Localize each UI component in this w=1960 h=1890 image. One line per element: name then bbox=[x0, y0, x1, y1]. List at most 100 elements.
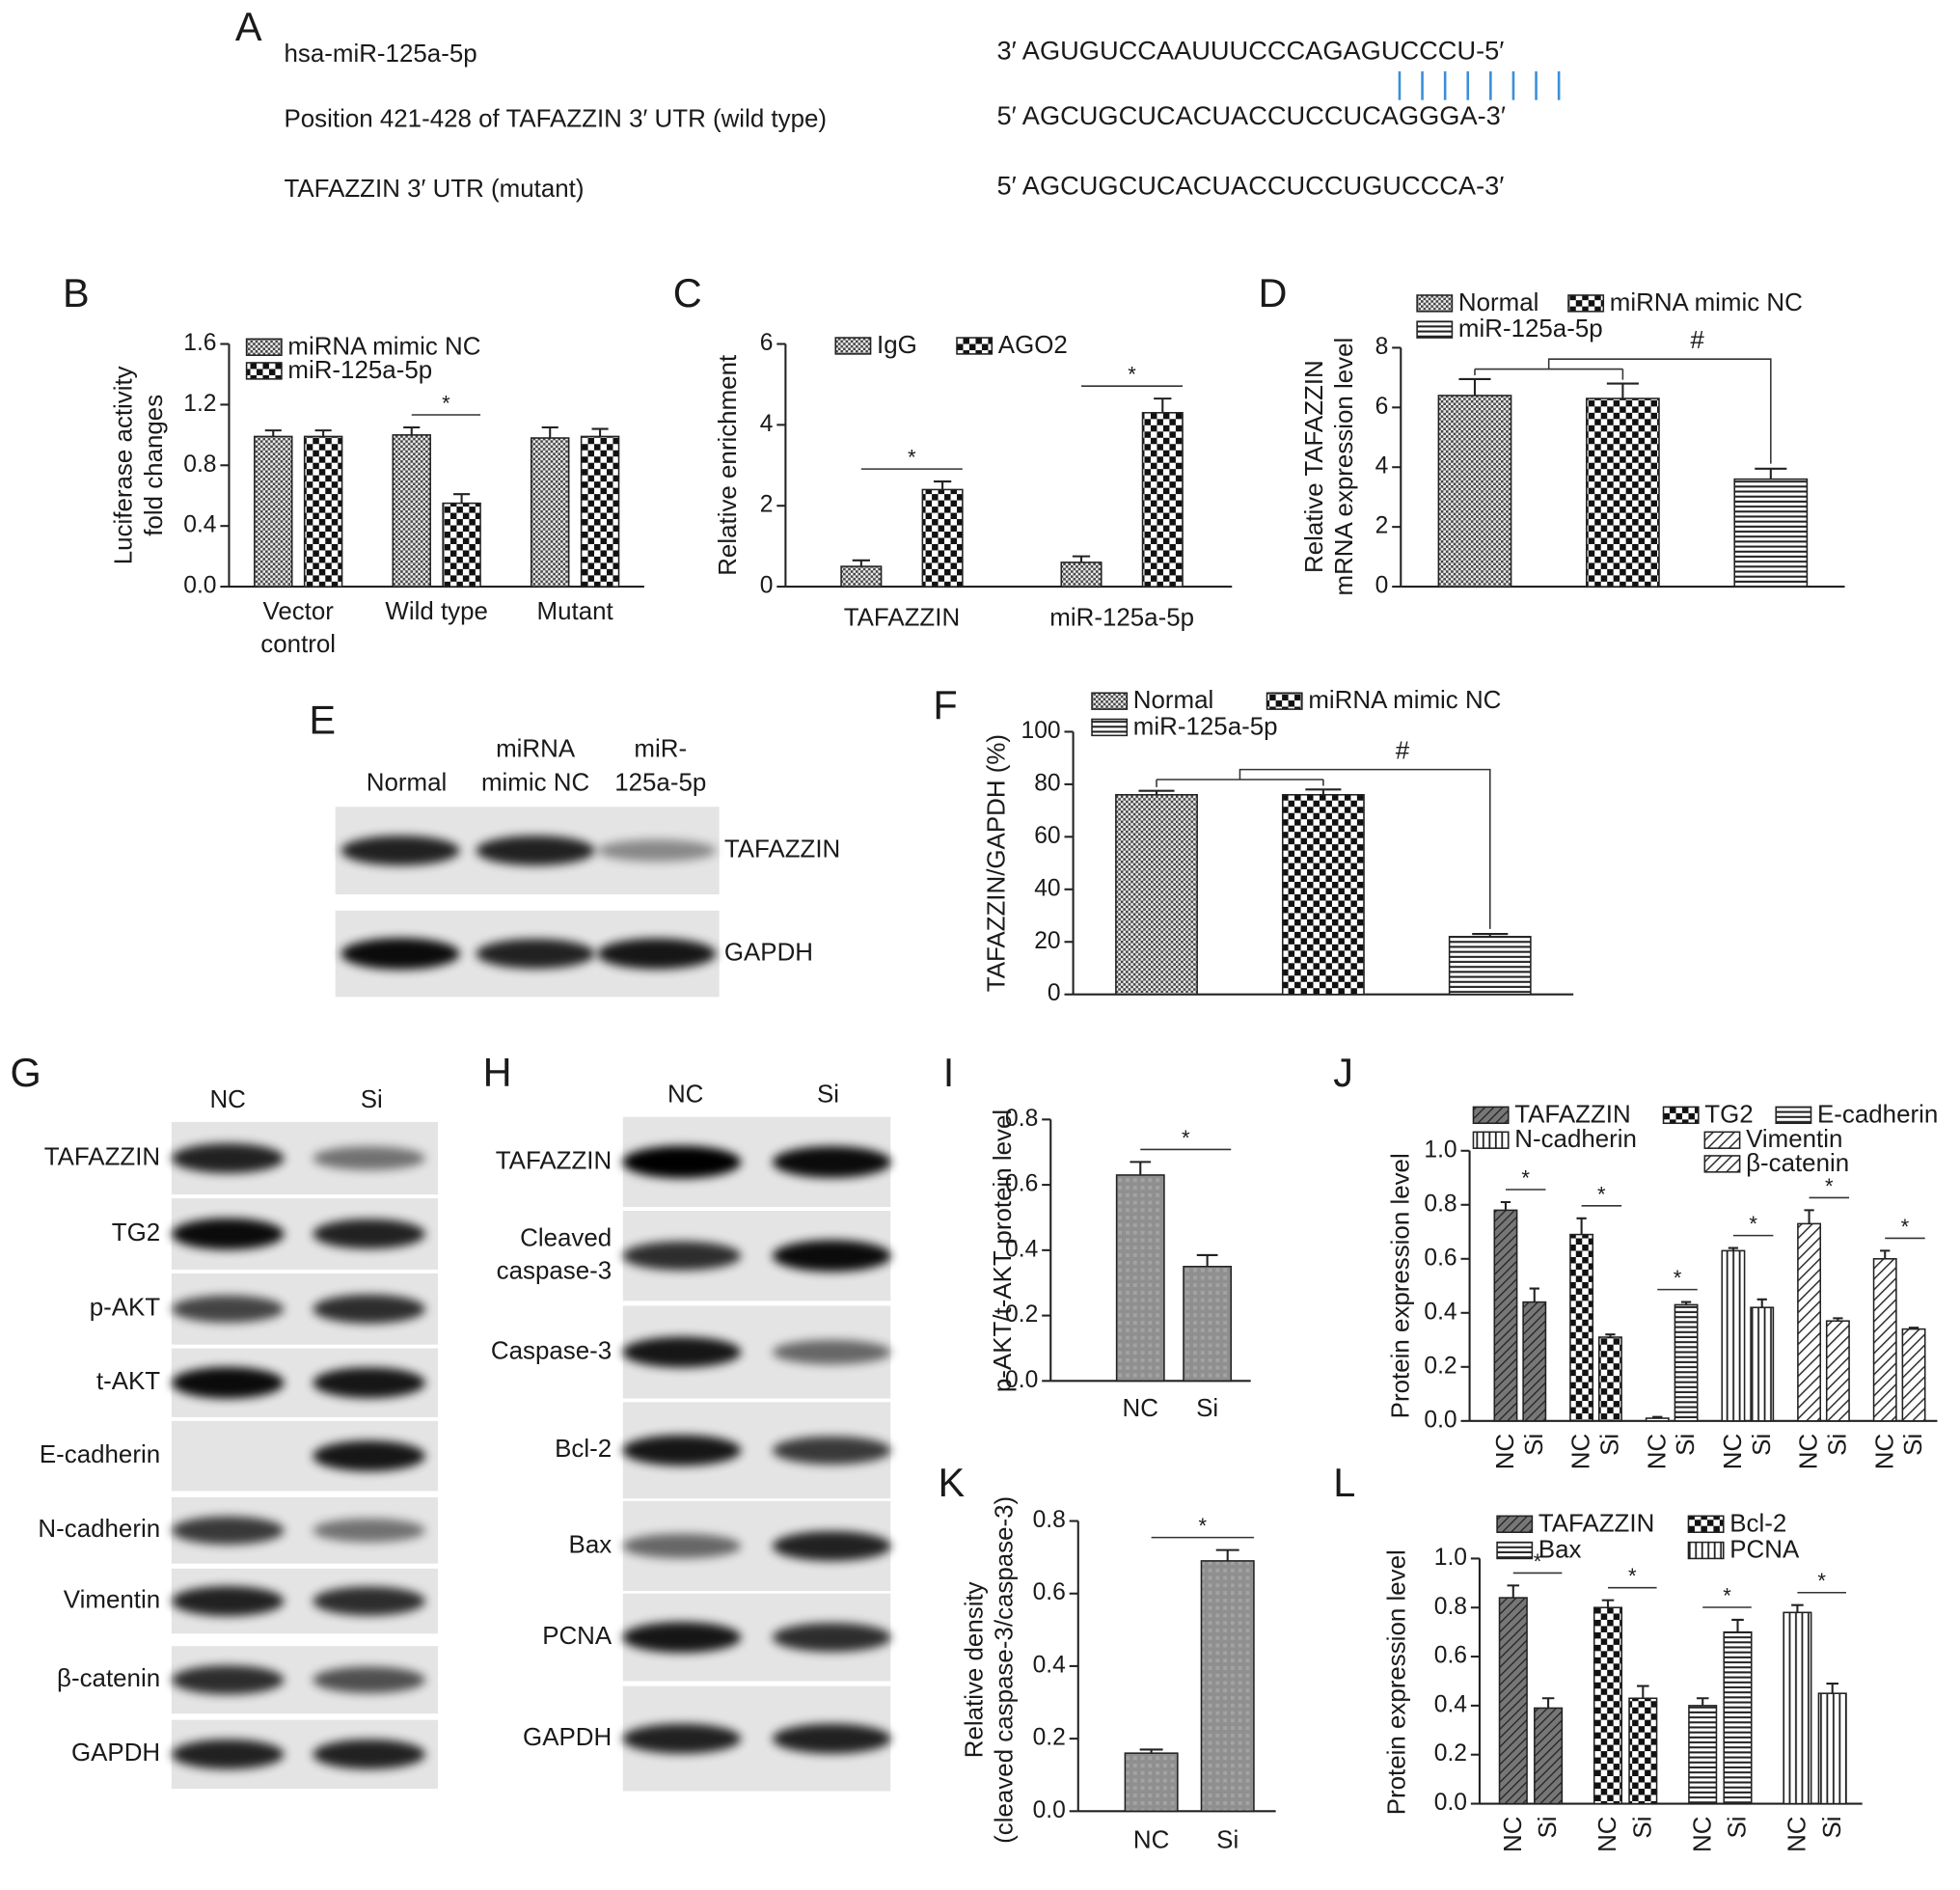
bar bbox=[1448, 936, 1532, 996]
blot-band bbox=[597, 938, 717, 970]
lane-label: 125a-5p bbox=[614, 770, 706, 797]
lane-label: miR- bbox=[634, 736, 687, 763]
x-tick-label: Si bbox=[1196, 1395, 1218, 1422]
blot-row-label: TAFAZZIN bbox=[44, 1143, 160, 1170]
sequence: 5′ AGCUGCUCACUACCUCCUGUCCCA-3′ bbox=[997, 171, 1505, 201]
blot-row-label: Caspase-3 bbox=[491, 1337, 612, 1364]
legend-swatch bbox=[1496, 1541, 1534, 1560]
x-tick-label: NC bbox=[1784, 1817, 1811, 1852]
error-bar bbox=[453, 493, 471, 504]
y-tick-label: 1.0 bbox=[1434, 1545, 1467, 1571]
lane-label: NC bbox=[209, 1086, 245, 1113]
significance-bracket bbox=[1474, 358, 1772, 464]
y-axis-label: Relative enrichment bbox=[715, 354, 742, 576]
blot-row-label: β-catenin bbox=[57, 1665, 160, 1692]
blot-row-label: caspase-3 bbox=[497, 1257, 612, 1284]
x-tick-label: Si bbox=[1819, 1817, 1846, 1839]
panel-letter: B bbox=[63, 270, 90, 315]
y-tick-label: 0.6 bbox=[1424, 1245, 1456, 1271]
error-bar bbox=[1731, 1618, 1744, 1632]
legend-swatch bbox=[1687, 1541, 1725, 1560]
legend-label: Vimentin bbox=[1746, 1126, 1842, 1153]
y-axis-label: Relative density bbox=[961, 1581, 988, 1758]
blot-band bbox=[622, 1723, 742, 1754]
y-axis-label: (cleaved caspase-3/caspase-3) bbox=[991, 1496, 1018, 1844]
y-tick-label: 8 bbox=[1375, 334, 1389, 360]
panel-letter: K bbox=[939, 1460, 966, 1505]
blot-band bbox=[772, 1530, 891, 1561]
y-tick-label: 20 bbox=[1034, 928, 1060, 954]
error-bar bbox=[1880, 1249, 1891, 1259]
legend-swatch bbox=[1567, 294, 1605, 313]
bar bbox=[1200, 1560, 1255, 1813]
legend-swatch bbox=[1662, 1106, 1700, 1125]
error-bar bbox=[1215, 1548, 1239, 1561]
y-tick-label: 0.8 bbox=[1424, 1191, 1456, 1217]
error-bar bbox=[1791, 1603, 1804, 1613]
error-bar bbox=[1652, 1415, 1663, 1419]
x-tick-label: Si bbox=[1597, 1434, 1624, 1456]
legend-swatch bbox=[1472, 1131, 1510, 1149]
blot-row-label: Cleaved bbox=[520, 1225, 612, 1252]
error-bar bbox=[1507, 1584, 1520, 1599]
blot-band bbox=[313, 1219, 426, 1249]
significance-mark: * bbox=[1749, 1212, 1757, 1236]
legend-swatch bbox=[956, 337, 994, 355]
bar bbox=[1901, 1328, 1926, 1422]
sequence: 5′ AGCUGCUCACUACCUCCUCAGGGA-3′ bbox=[997, 100, 1506, 130]
blot-band bbox=[622, 1435, 742, 1466]
bar bbox=[1060, 562, 1102, 588]
significance-mark: # bbox=[1396, 737, 1410, 764]
blot-band bbox=[171, 1295, 285, 1323]
panel-letter: A bbox=[235, 4, 262, 49]
bar bbox=[1569, 1233, 1594, 1422]
bar bbox=[1645, 1417, 1670, 1422]
legend-label: miRNA mimic NC bbox=[1308, 687, 1501, 714]
significance-mark: * bbox=[1901, 1215, 1910, 1239]
error-bar bbox=[1756, 1298, 1767, 1308]
error-bar bbox=[1826, 1682, 1838, 1694]
significance-mark: * bbox=[1817, 1569, 1826, 1593]
y-axis-label: fold changes bbox=[141, 395, 168, 536]
blot-row-label: Vimentin bbox=[64, 1586, 160, 1613]
bar bbox=[1817, 1692, 1847, 1805]
bar bbox=[1783, 1611, 1812, 1805]
y-tick-label: 0 bbox=[760, 573, 774, 599]
blot-band bbox=[313, 1739, 426, 1769]
legend-label: miRNA mimic NC bbox=[1610, 289, 1803, 316]
lane-label: mimic NC bbox=[481, 770, 589, 797]
error-bar bbox=[852, 559, 870, 567]
blot-band bbox=[171, 1218, 285, 1250]
y-tick-label: 0.2 bbox=[1005, 1301, 1038, 1328]
bar bbox=[1628, 1697, 1658, 1805]
legend-swatch bbox=[1703, 1131, 1741, 1149]
blot-row-label: TG2 bbox=[112, 1219, 160, 1246]
legend-label: miR-125a-5p bbox=[1133, 713, 1278, 740]
bar bbox=[1115, 794, 1198, 996]
blot-band bbox=[340, 835, 460, 866]
x-tick-label: Si bbox=[1673, 1434, 1700, 1456]
lane-label: NC bbox=[667, 1082, 703, 1109]
y-tick-label: 0.4 bbox=[183, 512, 216, 538]
lane-label: Si bbox=[361, 1086, 383, 1113]
bar bbox=[1281, 794, 1365, 996]
x-tick-label: miR-125a-5p bbox=[1049, 605, 1194, 632]
y-tick-label: 0.2 bbox=[1424, 1353, 1456, 1379]
bar bbox=[1825, 1320, 1850, 1422]
error-bar bbox=[1500, 1200, 1511, 1211]
y-tick-label: 1.0 bbox=[1424, 1137, 1456, 1163]
significance-mark: # bbox=[1690, 327, 1704, 354]
lane-label: Normal bbox=[367, 770, 448, 797]
y-tick-label: 0.4 bbox=[1434, 1691, 1467, 1717]
error-bar bbox=[1139, 1748, 1163, 1754]
blot-band bbox=[772, 1623, 891, 1653]
y-tick-label: 0.8 bbox=[1033, 1507, 1066, 1533]
bar bbox=[1723, 1630, 1753, 1805]
blot-band bbox=[772, 1240, 891, 1273]
legend-swatch bbox=[834, 337, 872, 355]
x-tick-label: Vector bbox=[262, 598, 334, 625]
x-tick-label: NC bbox=[1720, 1434, 1747, 1469]
legend-swatch bbox=[1091, 692, 1129, 710]
legend-label: Bcl-2 bbox=[1729, 1510, 1786, 1537]
